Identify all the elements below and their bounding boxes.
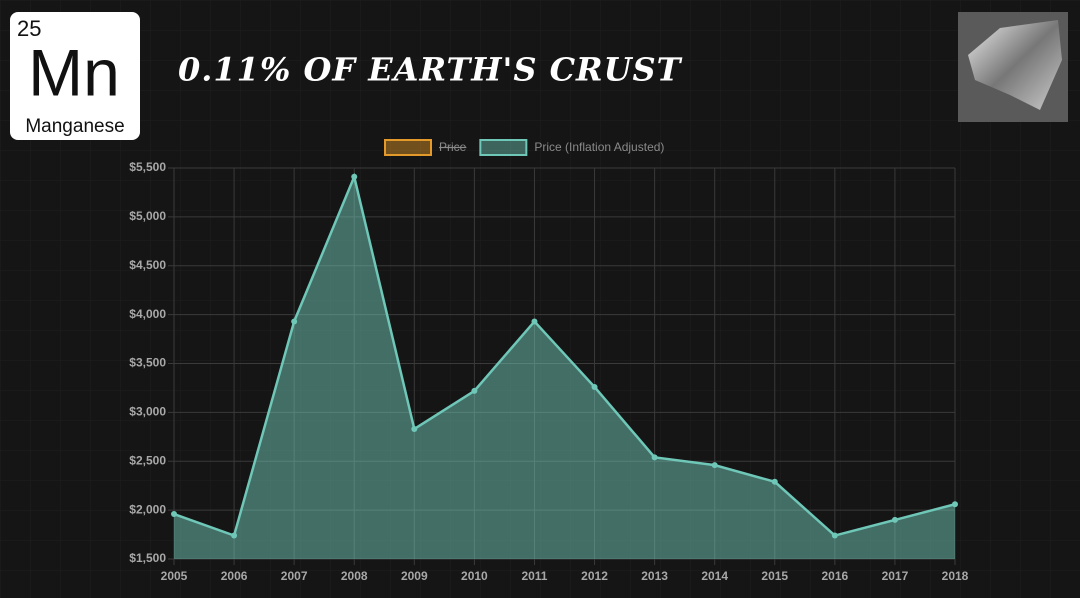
x-tick-label: 2007 [281, 569, 308, 583]
legend-swatch [479, 139, 528, 156]
data-point [891, 516, 898, 523]
x-tick-label: 2008 [341, 569, 368, 583]
chart-title: 0.11% OF EARTH'S CRUST [178, 51, 683, 89]
x-tick-label: 2017 [882, 569, 909, 583]
element-symbol: Mn [28, 35, 120, 109]
data-point [711, 462, 718, 469]
y-tick-label: $3,000 [129, 405, 166, 419]
y-tick-label: $4,500 [129, 258, 166, 272]
y-tick-label: $5,000 [129, 209, 166, 223]
x-tick-label: 2014 [701, 569, 728, 583]
data-point [411, 425, 418, 432]
legend-swatch [384, 139, 432, 156]
x-tick-label: 2012 [581, 569, 608, 583]
atomic-number: 25 [17, 16, 41, 41]
data-point [771, 478, 778, 485]
element-name: Manganese [25, 116, 124, 137]
data-point [351, 173, 358, 180]
legend-label: Price [439, 140, 467, 154]
x-tick-label: 2010 [461, 569, 488, 583]
y-tick-label: $5,500 [129, 160, 166, 174]
legend-label: Price (Inflation Adjusted) [534, 140, 664, 154]
data-point [651, 454, 658, 461]
data-point [291, 318, 298, 325]
element-tile: 25 Mn Manganese [10, 12, 140, 140]
data-point [591, 383, 598, 390]
y-tick-label: $1,500 [129, 551, 166, 565]
area-fill [174, 176, 955, 560]
y-tick-label: $4,000 [129, 307, 166, 321]
y-tick-label: $3,500 [129, 356, 166, 370]
y-tick-label: $2,000 [129, 502, 166, 516]
area-line [173, 172, 956, 538]
data-point [531, 318, 538, 325]
x-tick-label: 2011 [521, 569, 547, 583]
x-tick-label: 2005 [161, 569, 188, 583]
x-tick-label: 2016 [821, 569, 848, 583]
x-tick-label: 2018 [942, 569, 969, 583]
data-point [231, 532, 238, 539]
tile-box [10, 12, 140, 140]
data-point [952, 501, 958, 508]
data-point [831, 532, 838, 539]
x-tick-label: 2009 [401, 569, 428, 583]
y-tick-label: $2,500 [129, 453, 166, 467]
data-point [471, 387, 478, 394]
x-tick-label: 2013 [641, 569, 668, 583]
rock [968, 20, 1062, 110]
data-point [171, 511, 177, 518]
sample-photo [958, 12, 1068, 122]
x-tick-label: 2006 [221, 569, 248, 583]
x-tick-label: 2015 [761, 569, 788, 583]
